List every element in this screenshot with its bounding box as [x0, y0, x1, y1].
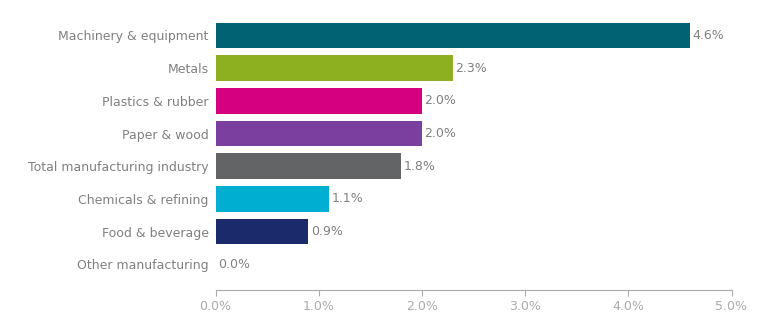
Bar — [216, 154, 401, 179]
Bar — [216, 121, 422, 146]
Bar — [216, 55, 453, 81]
Text: 0.0%: 0.0% — [218, 258, 250, 271]
Text: 2.3%: 2.3% — [456, 62, 487, 75]
Text: 0.9%: 0.9% — [311, 225, 343, 238]
Bar — [216, 88, 422, 114]
Bar — [216, 23, 690, 48]
Bar — [216, 186, 329, 212]
Text: 1.1%: 1.1% — [332, 192, 363, 205]
Text: 2.0%: 2.0% — [424, 94, 457, 107]
Text: 1.8%: 1.8% — [404, 160, 436, 173]
Text: 2.0%: 2.0% — [424, 127, 457, 140]
Bar — [216, 219, 309, 244]
Text: 4.6%: 4.6% — [693, 29, 725, 42]
